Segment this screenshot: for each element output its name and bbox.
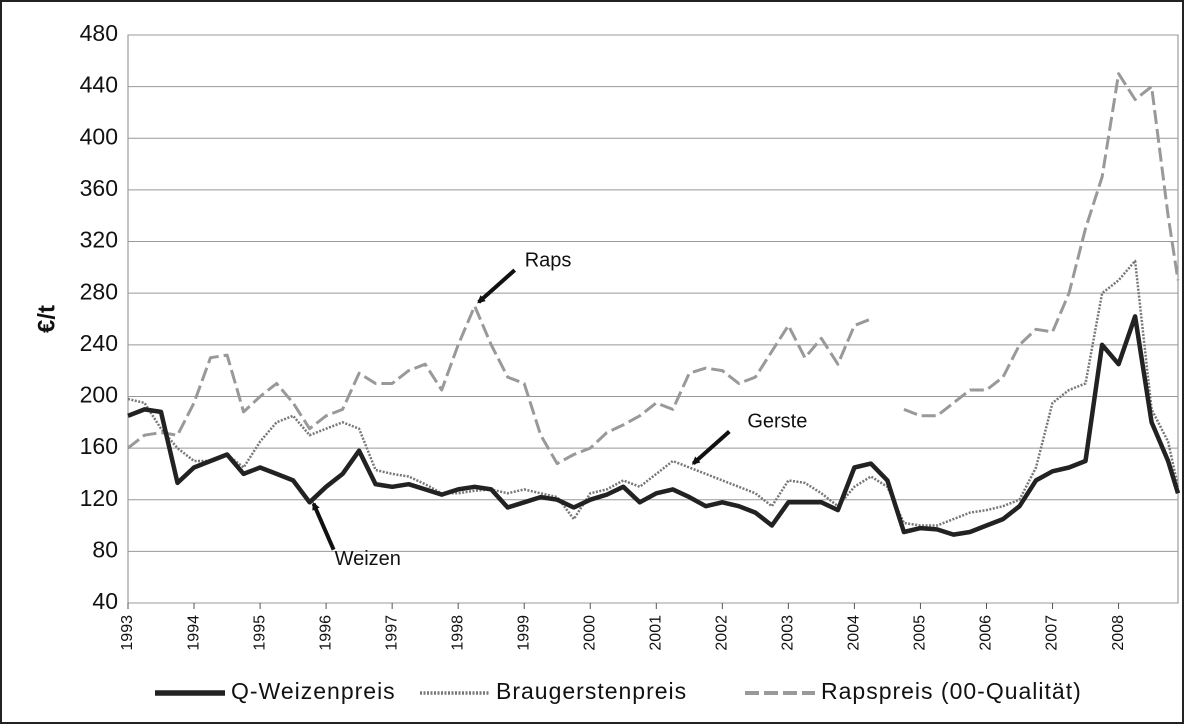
series-line [127,314,1181,537]
x-tick-label: 1997 [383,615,400,651]
x-tick-label: 2003 [780,615,797,651]
y-tick-label: 320 [80,227,118,253]
x-tick-label: 1993 [119,615,136,651]
legend-label: Q-Weizenpreis [231,678,396,704]
annotation: Gerste [747,411,807,433]
x-tick-label: 1994 [185,615,202,651]
y-tick-label: 280 [80,278,118,304]
y-axis-label: €/t [33,305,60,333]
annotation-arrow [691,429,731,465]
annotation-arrow [477,268,517,304]
x-tick-label: 2008 [1110,615,1127,651]
annotation: Weizen [335,548,401,570]
x-tick-label: 1996 [317,615,334,651]
y-tick-label: 240 [80,330,118,356]
x-tick-label: 2005 [912,615,929,651]
series-line [127,72,1180,466]
y-tick-label: 120 [80,485,118,511]
legend-label: Rapspreis (00-Qualität) [821,678,1082,704]
x-tick-label: 1999 [515,615,532,651]
y-tick-label: 200 [80,382,118,408]
annotation-arrow [311,501,336,551]
x-tick-label: 1995 [251,615,268,651]
x-tick-label: 2006 [978,615,995,651]
x-tick-label: 2007 [1044,615,1061,651]
y-tick-label: 480 [80,20,118,46]
y-tick-label: 400 [80,123,118,149]
x-tick-label: 2000 [581,615,598,651]
y-tick-label: 80 [92,536,118,562]
y-tick-label: 440 [80,72,118,98]
x-tick-label: 2001 [648,615,665,651]
y-tick-label: 360 [80,175,118,201]
y-tick-label: 40 [92,588,118,614]
legend-label: Braugerstenpreis [496,678,687,704]
annotation: Raps [525,249,572,271]
x-tick-label: 2004 [846,615,863,651]
x-tick-label: 2002 [714,615,731,651]
y-tick-label: 160 [80,433,118,459]
x-tick-label: 1998 [449,615,466,651]
